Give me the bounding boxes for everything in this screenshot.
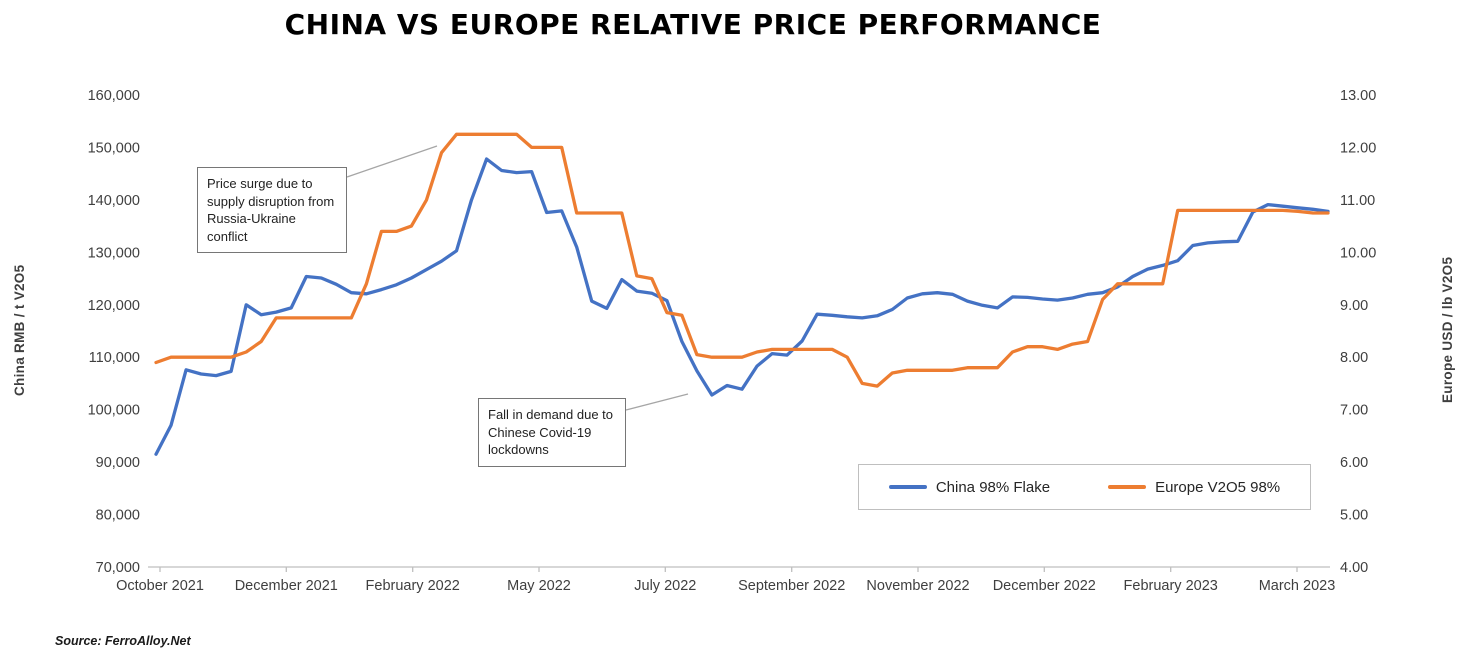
x-axis-tick-label: October 2021 xyxy=(116,578,204,594)
europe-line-swatch xyxy=(1108,485,1147,489)
annotation-covid-lockdowns: Fall in demand due to Chinese Covid-19 l… xyxy=(478,398,626,467)
left-axis-tick-label: 100,000 xyxy=(88,403,140,419)
legend-label-europe: Europe V2O5 98% xyxy=(1155,478,1281,496)
left-axis-tick-label: 90,000 xyxy=(96,455,140,471)
x-axis-tick-label: February 2022 xyxy=(366,578,460,594)
x-axis-tick-label: February 2023 xyxy=(1124,578,1218,594)
right-axis-tick-label: 5.00 xyxy=(1340,508,1368,524)
china-series-line xyxy=(154,157,1330,456)
annotation-russia-ukraine: Price surge due to supply disruption fro… xyxy=(197,167,347,254)
left-axis-tick-label: 120,000 xyxy=(88,298,140,314)
x-axis-tick-label: November 2022 xyxy=(866,578,969,594)
x-axis-tick-label: December 2021 xyxy=(235,578,338,594)
right-axis-tick-label: 11.00 xyxy=(1340,193,1375,209)
right-axis-tick-label: 4.00 xyxy=(1340,560,1368,576)
europe-series-line xyxy=(154,132,1330,388)
right-axis-tick-label: 9.00 xyxy=(1340,298,1368,314)
chart-title: CHINA VS EUROPE RELATIVE PRICE PERFORMAN… xyxy=(284,8,1102,41)
left-axis-tick-label: 80,000 xyxy=(96,508,140,524)
right-axis-tick-label: 7.00 xyxy=(1340,403,1368,419)
x-axis-tick-label: December 2022 xyxy=(993,578,1096,594)
right-axis-tick-label: 10.00 xyxy=(1340,245,1376,261)
china-line-swatch xyxy=(888,485,927,489)
x-axis-tick-label: March 2023 xyxy=(1259,578,1336,594)
legend-label-china: China 98% Flake xyxy=(935,478,1051,496)
left-axis-tick-label: 110,000 xyxy=(89,350,140,366)
left-axis-tick-label: 150,000 xyxy=(88,140,140,156)
left-axis-tick-label: 160,000 xyxy=(88,88,140,104)
left-axis-tick-label: 130,000 xyxy=(88,245,140,261)
left-axis-tick-label: 140,000 xyxy=(88,193,140,209)
x-axis-tick-label: May 2022 xyxy=(507,578,571,594)
right-axis-tick-label: 12.00 xyxy=(1340,140,1376,156)
legend: China 98% Flake Europe V2O5 98% xyxy=(858,464,1311,510)
source-note: Source: FerroAlloy.Net xyxy=(55,634,191,648)
x-axis-tick-label: July 2022 xyxy=(634,578,696,594)
annotation-leader-line xyxy=(625,393,689,411)
x-axis-tick-label: September 2022 xyxy=(738,578,845,594)
left-axis-tick-label: 70,000 xyxy=(96,560,140,576)
legend-item-europe: Europe V2O5 98% xyxy=(1108,479,1280,496)
annotation-leader-line xyxy=(346,145,438,178)
right-axis-tick-label: 8.00 xyxy=(1340,350,1368,366)
right-axis-tick-label: 13.00 xyxy=(1340,88,1376,104)
legend-item-china: China 98% Flake xyxy=(888,478,1051,496)
right-axis-tick-label: 6.00 xyxy=(1340,455,1368,471)
